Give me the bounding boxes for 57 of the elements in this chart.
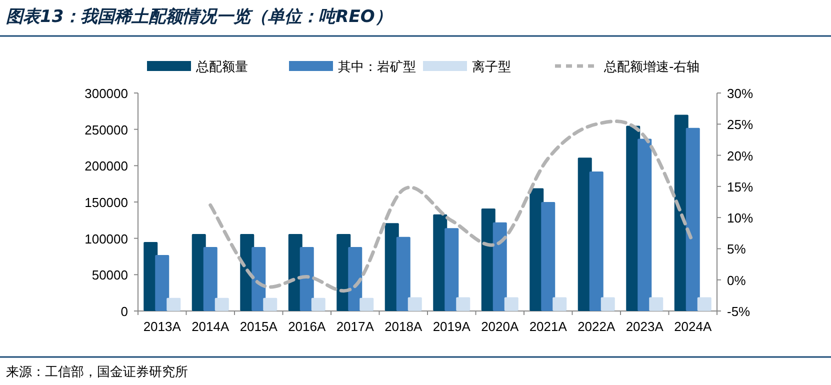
bar: [456, 297, 470, 311]
x-tick-label: 2015A: [240, 319, 278, 334]
y-tick-label: 250000: [84, 122, 128, 138]
bar: [155, 255, 170, 311]
x-tick-label: 2019A: [432, 319, 471, 334]
bar: [408, 297, 422, 311]
bar: [444, 228, 459, 311]
bar: [166, 298, 181, 311]
y-tick-label: 150000: [84, 195, 128, 210]
bar: [589, 171, 604, 311]
bar: [600, 297, 615, 311]
legend-label: 总配额增速-右轴: [603, 60, 700, 75]
source-note: 来源：工信部，国金证券研究所: [6, 365, 188, 380]
bar: [311, 298, 326, 311]
bar: [686, 128, 700, 311]
bar: [504, 297, 518, 311]
y2-tick-label: -5%: [727, 304, 751, 319]
chart-title: 图表13：我国稀土配额情况一览（单位：吨REO）: [6, 7, 392, 27]
y-tick-label: 50000: [92, 268, 128, 283]
x-tick-label: 2016A: [288, 319, 326, 334]
bar: [638, 138, 652, 311]
x-tick-label: 2014A: [192, 319, 230, 334]
bar: [396, 236, 410, 311]
y-tick-label: 200000: [84, 158, 128, 174]
bar: [252, 247, 266, 311]
y-tick-label: 100000: [84, 231, 128, 246]
y2-tick-label: 20%: [727, 148, 754, 164]
x-tick-label: 2013A: [143, 319, 182, 334]
bar: [300, 247, 314, 311]
y2-tick-label: 5%: [727, 242, 746, 257]
legend-label: 总配额量: [195, 60, 248, 75]
bar: [360, 298, 374, 311]
bar: [348, 247, 362, 311]
bar: [203, 247, 218, 311]
y2-tick-label: 25%: [727, 117, 754, 132]
legend-label: 其中：岩矿型: [338, 60, 416, 75]
bar: [541, 202, 556, 311]
x-tick-label: 2021A: [529, 319, 568, 334]
bar: [697, 297, 712, 311]
legend-label: 离子型: [472, 59, 511, 75]
y2-tick-label: 0%: [727, 272, 746, 288]
bar: [214, 298, 229, 311]
x-tick-label: 2023A: [626, 319, 664, 334]
x-tick-label: 2020A: [481, 319, 519, 334]
x-tick-label: 2017A: [336, 319, 374, 334]
y2-tick-label: 15%: [727, 179, 754, 194]
x-tick-label: 2018A: [384, 319, 422, 334]
bar: [649, 297, 664, 311]
y-tick-label: 0: [120, 304, 128, 319]
bar: [492, 222, 507, 311]
y-tick-label: 300000: [84, 86, 128, 101]
y2-tick-label: 30%: [727, 86, 754, 101]
x-tick-label: 2024A: [674, 319, 712, 334]
y2-tick-label: 10%: [727, 210, 754, 226]
bar: [552, 297, 567, 311]
bar: [263, 298, 278, 311]
x-tick-label: 2022A: [578, 319, 616, 334]
